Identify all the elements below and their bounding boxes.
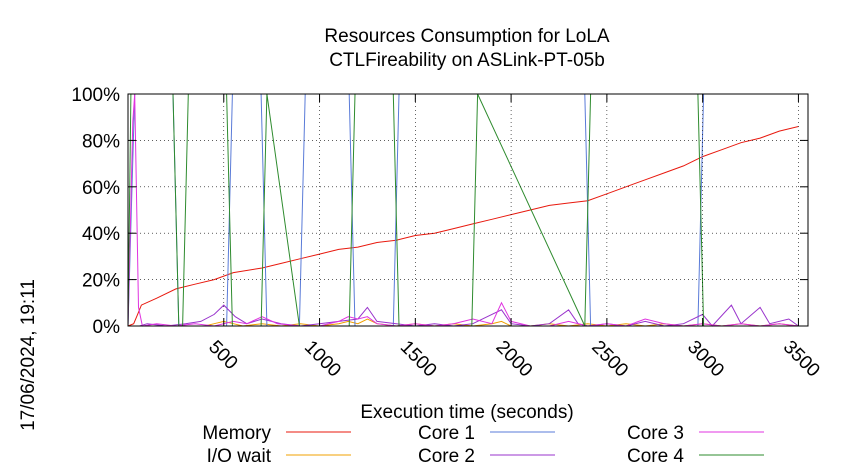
chart-subtitle: CTLFireability on ASLink-PT-05b — [329, 50, 605, 71]
chart-title: Resources Consumption for LoLA — [324, 26, 609, 47]
legend-label-i-o-wait: I/O wait — [207, 446, 272, 467]
x-tick-label: 3000 — [683, 337, 728, 382]
y-tick-label: 20% — [82, 271, 120, 292]
x-tick-label: 500 — [204, 337, 241, 374]
timestamp-label: 17/06/2024, 19:11 — [18, 279, 39, 431]
legend-label-core-4: Core 4 — [627, 446, 684, 467]
plot-lines — [127, 93, 808, 327]
series-line-core-3 — [127, 93, 799, 327]
plot-frame — [127, 93, 809, 327]
x-tick-label: 1000 — [300, 337, 345, 382]
x-tick-label: 3500 — [779, 337, 824, 382]
legend-label-memory: Memory — [202, 423, 271, 444]
legend-label-core-2: Core 2 — [418, 446, 475, 467]
legend-label-core-1: Core 1 — [418, 423, 475, 444]
x-axis: 500 1000 1500 2000 2500 3000 3500 — [204, 94, 824, 382]
x-axis-label: Execution time (seconds) — [360, 402, 573, 423]
y-tick-label: 80% — [82, 131, 120, 152]
series-line-core-4 — [127, 93, 808, 327]
legend-label-core-3: Core 3 — [627, 423, 684, 444]
y-tick-label: 60% — [82, 178, 120, 199]
y-tick-label: 100% — [71, 85, 120, 106]
x-tick-label: 1500 — [396, 337, 441, 382]
y-tick-label: 0% — [93, 317, 121, 338]
y-axis: 0% 20% 40% 60% 80% 100% — [71, 85, 808, 338]
x-tick-label: 2500 — [587, 337, 632, 382]
x-tick-label: 2000 — [492, 337, 537, 382]
series-line-memory — [127, 126, 799, 327]
y-tick-label: 40% — [82, 224, 120, 245]
